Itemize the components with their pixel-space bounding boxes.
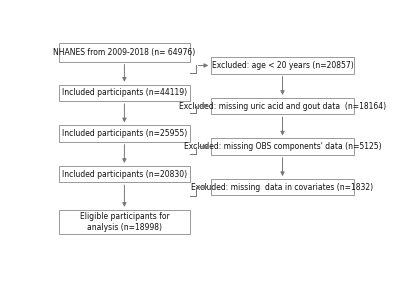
- Text: Excluded: missing OBS components' data (n=5125): Excluded: missing OBS components' data (…: [184, 142, 381, 151]
- Text: Excluded: missing uric acid and gout data  (n=18164): Excluded: missing uric acid and gout dat…: [179, 101, 386, 111]
- FancyBboxPatch shape: [59, 85, 190, 101]
- Text: NHANES from 2009-2018 (n= 64976): NHANES from 2009-2018 (n= 64976): [53, 48, 196, 57]
- Text: Included participants (n=44119): Included participants (n=44119): [62, 88, 187, 97]
- FancyBboxPatch shape: [59, 43, 190, 62]
- Text: Excluded: age < 20 years (n=20857): Excluded: age < 20 years (n=20857): [212, 61, 353, 70]
- FancyBboxPatch shape: [59, 166, 190, 182]
- FancyBboxPatch shape: [59, 210, 190, 234]
- FancyBboxPatch shape: [211, 57, 354, 74]
- FancyBboxPatch shape: [59, 125, 190, 142]
- Text: Eligible participants for
analysis (n=18998): Eligible participants for analysis (n=18…: [80, 212, 169, 231]
- Text: Excluded: missing  data in covariates (n=1832): Excluded: missing data in covariates (n=…: [192, 183, 374, 192]
- FancyBboxPatch shape: [211, 139, 354, 155]
- Text: Included participants (n=25955): Included participants (n=25955): [62, 129, 187, 138]
- FancyBboxPatch shape: [211, 179, 354, 196]
- FancyBboxPatch shape: [211, 98, 354, 114]
- Text: Included participants (n=20830): Included participants (n=20830): [62, 170, 187, 179]
